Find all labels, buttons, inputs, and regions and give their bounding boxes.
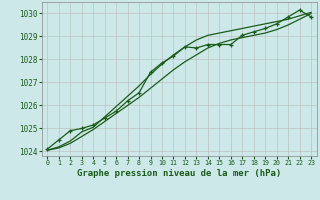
- X-axis label: Graphe pression niveau de la mer (hPa): Graphe pression niveau de la mer (hPa): [77, 169, 281, 178]
